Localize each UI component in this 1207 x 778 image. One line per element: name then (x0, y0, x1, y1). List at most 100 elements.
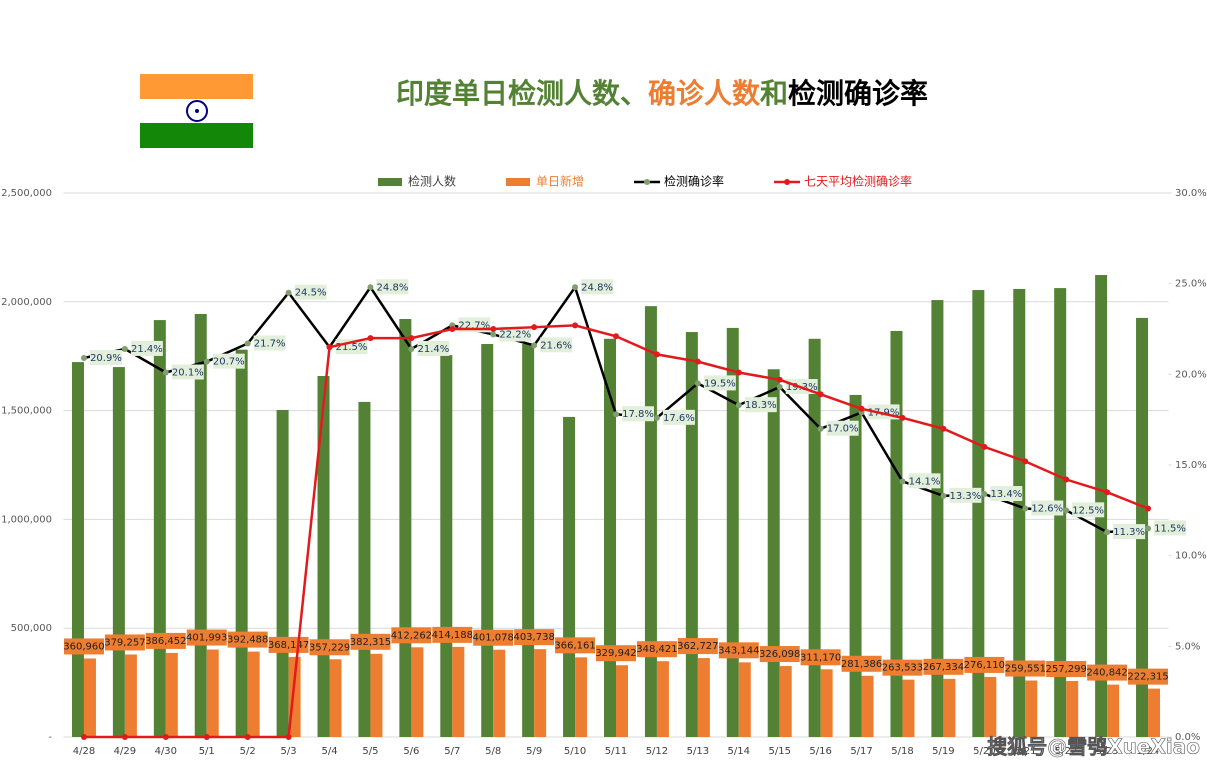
data-label-box (718, 642, 759, 659)
marker (1063, 476, 1070, 483)
marker (817, 391, 824, 398)
marker (449, 326, 456, 332)
data-label: 11.5% (1154, 523, 1186, 534)
marker (899, 478, 906, 485)
bar (276, 409, 289, 737)
bar (71, 362, 84, 737)
data-label-box (130, 340, 163, 356)
data-label-box (89, 350, 122, 366)
marker (981, 443, 988, 450)
bar (370, 653, 383, 737)
marker (776, 384, 783, 391)
data-label-box (949, 487, 982, 503)
data-label-box (1072, 502, 1105, 518)
bar (575, 657, 588, 737)
marker (408, 335, 415, 342)
bar (440, 355, 453, 737)
marker (1104, 529, 1111, 536)
x-tick-label: 5/5 (362, 746, 378, 757)
legend-label: 单日新增 (536, 174, 584, 189)
data-label-box (376, 279, 409, 295)
data-label-box (1031, 500, 1064, 516)
marker (817, 425, 824, 432)
data-label-box (841, 655, 882, 672)
x-tick-label: 5/13 (687, 746, 709, 757)
bar (358, 401, 371, 737)
data-label: 366,161 (554, 640, 595, 651)
x-tick-label: 5/9 (526, 746, 542, 757)
data-label: 20.7% (213, 357, 245, 368)
flag-stripe (140, 123, 253, 148)
marker (531, 324, 538, 331)
data-label-box (622, 406, 654, 422)
bar (153, 320, 166, 737)
bar (1025, 680, 1038, 737)
marker (367, 284, 374, 291)
marker (735, 369, 742, 376)
marker (1145, 525, 1152, 532)
data-label-box (677, 638, 718, 655)
marker (694, 358, 701, 365)
legend-marker (644, 179, 651, 185)
data-label-box (662, 409, 695, 425)
bar (399, 318, 412, 737)
data-label-box (186, 629, 227, 646)
marker (162, 369, 169, 376)
y2-tick-label: 30.0% (1175, 188, 1207, 199)
data-label-box (555, 637, 596, 654)
data-label-box (227, 631, 268, 648)
bar (1013, 288, 1026, 737)
marker (1022, 505, 1029, 512)
data-label: 267,334 (923, 662, 964, 673)
bar (493, 649, 506, 737)
x-tick-label: 5/20 (973, 746, 995, 757)
data-label-box (212, 353, 245, 369)
data-label-box (104, 634, 145, 651)
y2-tick-label: 5.0% (1175, 641, 1200, 652)
x-tick-label: 5/17 (850, 746, 872, 757)
marker (1104, 489, 1111, 496)
x-tick-label: 5/23 (1096, 746, 1118, 757)
data-label-box (1128, 668, 1169, 685)
bar (124, 654, 137, 737)
data-label-box (145, 632, 186, 649)
marker (776, 376, 783, 383)
marker (694, 380, 701, 387)
x-tick-label: 5/15 (768, 746, 790, 757)
data-label: 329,942 (595, 648, 636, 659)
title-part: 检测确诊率 (788, 77, 928, 110)
data-label: 414,188 (432, 630, 473, 641)
marker (285, 734, 292, 740)
data-label-box (826, 420, 859, 436)
marker (244, 734, 251, 740)
marker (162, 734, 169, 740)
marker (285, 289, 292, 296)
bar (165, 652, 178, 737)
data-label: 263,533 (882, 663, 923, 674)
marker (572, 322, 579, 329)
data-label-box (253, 335, 286, 351)
data-label: 362,727 (677, 641, 718, 652)
data-label-box (432, 626, 473, 643)
x-tick-label: 5/24 (1137, 746, 1159, 757)
marker (981, 491, 988, 498)
data-label: 343,144 (718, 645, 759, 656)
data-label-box (636, 641, 677, 658)
bar (849, 394, 862, 737)
x-tick-label: 5/7 (444, 746, 460, 757)
bar (972, 290, 985, 737)
data-label: 22.7% (458, 320, 490, 331)
bar (452, 646, 465, 737)
x-tick-label: 5/21 (1014, 746, 1036, 757)
marker (244, 340, 251, 347)
marker (613, 333, 619, 340)
x-tick-label: 5/1 (199, 746, 215, 757)
data-label: 19.5% (704, 378, 736, 389)
marker (367, 335, 374, 342)
bar (411, 647, 424, 737)
data-label: 24.8% (377, 282, 409, 293)
chart-title: 印度单日检测人数、确诊人数和检测确诊率 (396, 77, 928, 110)
legend-label: 七天平均检测确诊率 (804, 174, 912, 189)
data-label-box (1005, 660, 1046, 677)
marker (80, 734, 87, 740)
